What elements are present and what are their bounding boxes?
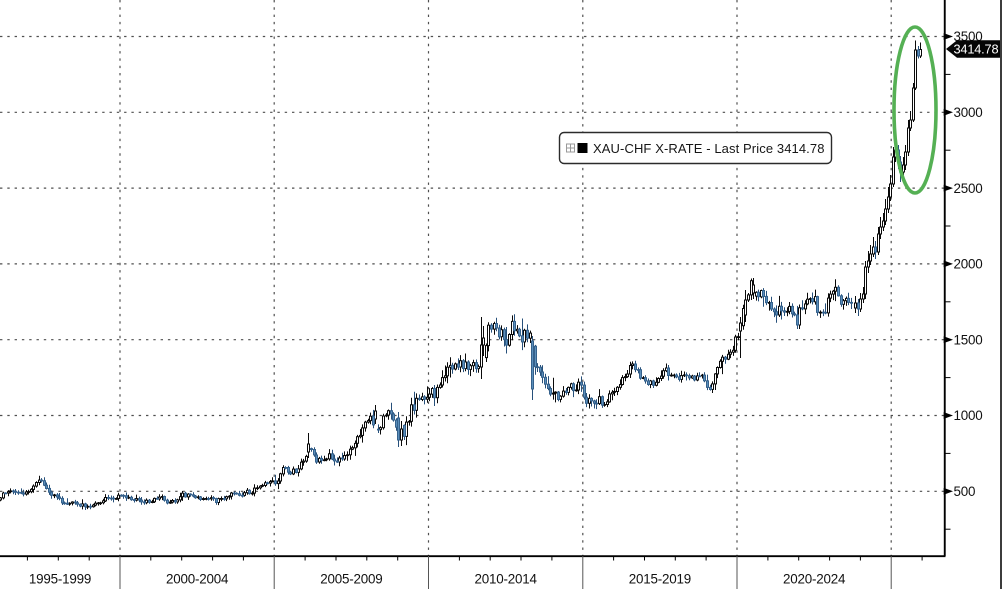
svg-text:2005-2009: 2005-2009: [320, 572, 382, 587]
svg-text:3000: 3000: [954, 105, 983, 120]
svg-text:2000: 2000: [954, 257, 983, 272]
svg-text:2020-2024: 2020-2024: [783, 572, 846, 587]
svg-text:1995-1999: 1995-1999: [29, 572, 91, 587]
svg-text:500: 500: [954, 484, 976, 499]
svg-text:2000-2004: 2000-2004: [166, 572, 229, 587]
svg-text:2015-2019: 2015-2019: [629, 572, 691, 587]
svg-text:1000: 1000: [954, 408, 983, 423]
svg-text:2010-2014: 2010-2014: [474, 572, 537, 587]
svg-text:1500: 1500: [954, 332, 983, 347]
svg-text:3414.78: 3414.78: [954, 42, 999, 57]
svg-text:XAU-CHF X-RATE - Last Price 34: XAU-CHF X-RATE - Last Price 3414.78: [593, 141, 825, 156]
svg-text:2500: 2500: [954, 181, 983, 196]
